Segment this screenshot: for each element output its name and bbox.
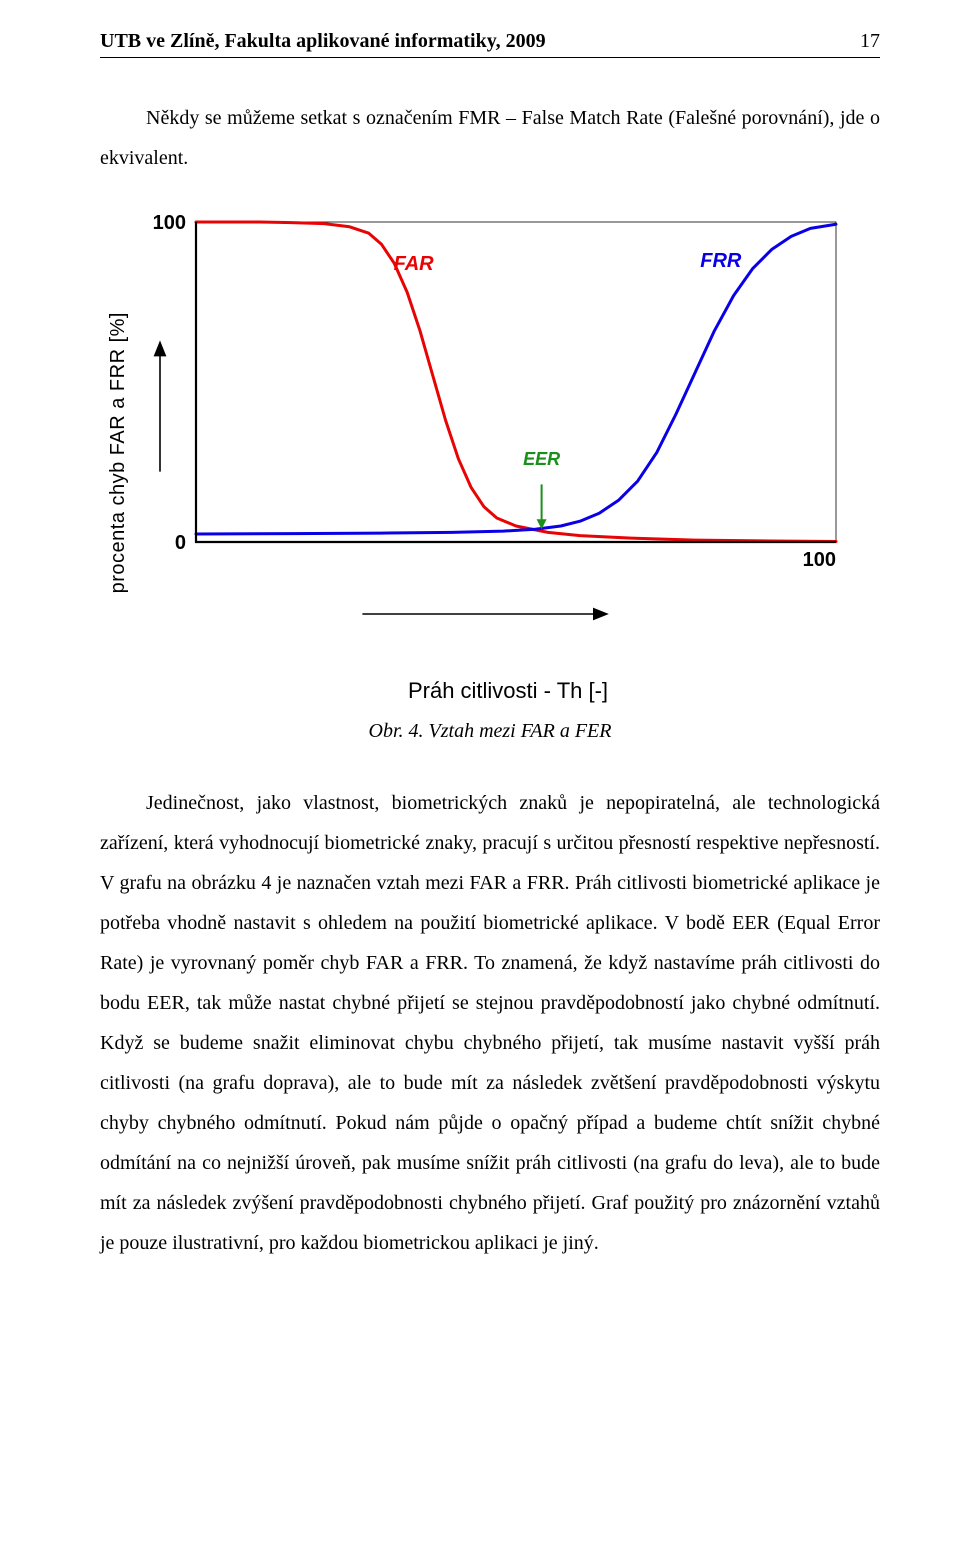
far-frr-chart: FAR FRR 0 100 100 EER (136, 202, 856, 672)
svg-text:0: 0 (175, 532, 186, 554)
figure-caption: Obr. 4. Vztah mezi FAR a FER (100, 720, 880, 743)
header-rule (100, 57, 880, 58)
svg-text:FRR: FRR (700, 250, 742, 272)
x-axis-label-row: Práh citlivosti - Th [-] (136, 678, 880, 704)
page: UTB ve Zlíně, Fakulta aplikované informa… (0, 0, 960, 1543)
svg-text:100: 100 (803, 549, 836, 571)
header-page-number: 17 (860, 30, 880, 53)
y-axis-label: procenta chyb FAR a FRR [%] (107, 312, 130, 593)
body-paragraph: Jedinečnost, jako vlastnost, biometrický… (100, 783, 880, 1263)
intro-paragraph: Někdy se můžeme setkat s označením FMR –… (100, 98, 880, 178)
running-header: UTB ve Zlíně, Fakulta aplikované informa… (100, 30, 880, 53)
figure: procenta chyb FAR a FRR [%] FAR FRR 0 100 10… (100, 202, 880, 704)
y-axis-label-col: procenta chyb FAR a FRR [%] (100, 202, 136, 704)
header-left: UTB ve Zlíně, Fakulta aplikované informa… (100, 30, 546, 53)
x-axis-label: Práh citlivosti - Th [-] (408, 678, 608, 704)
svg-text:EER: EER (523, 449, 560, 469)
svg-text:FAR: FAR (394, 253, 435, 275)
chart-column: FAR FRR 0 100 100 EER Práh citlivosti - Th [-… (136, 202, 880, 704)
svg-text:100: 100 (153, 212, 186, 234)
